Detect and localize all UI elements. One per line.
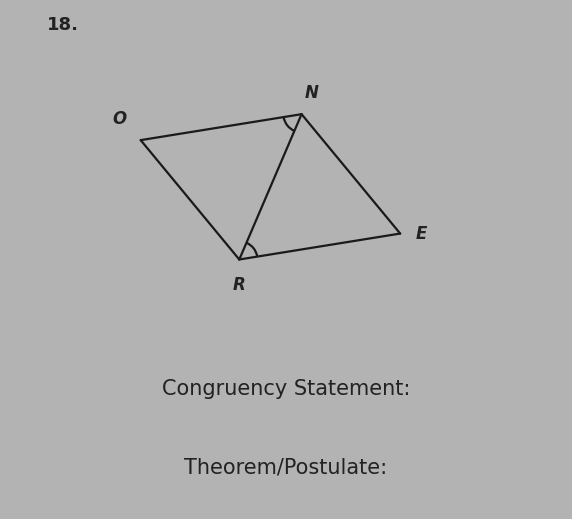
Text: O: O (113, 111, 127, 128)
Text: N: N (305, 85, 319, 102)
Text: Theorem/Postulate:: Theorem/Postulate: (184, 457, 388, 477)
Text: R: R (233, 277, 245, 294)
Text: E: E (415, 225, 427, 242)
Text: Congruency Statement:: Congruency Statement: (162, 379, 410, 399)
Text: 18.: 18. (47, 16, 80, 34)
